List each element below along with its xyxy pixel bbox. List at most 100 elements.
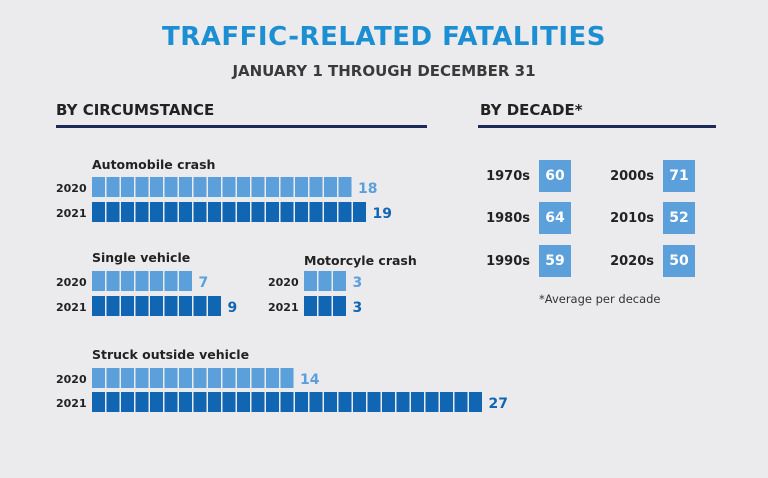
year-label: 2020 xyxy=(56,182,87,195)
unit-segment xyxy=(193,177,207,197)
year-label: 2021 xyxy=(56,397,87,410)
circumstance-heading: BY CIRCUMSTANCE xyxy=(56,101,215,119)
category-label: Motorcyle crash xyxy=(304,253,417,268)
unit-segment xyxy=(237,177,250,197)
unit-segment xyxy=(179,368,192,388)
unit-segment xyxy=(92,296,105,316)
unit-segment xyxy=(121,202,134,222)
unit-segment xyxy=(92,177,105,197)
year-label: 2021 xyxy=(56,301,87,314)
value-label: 3 xyxy=(353,300,363,316)
unit-segment xyxy=(382,392,395,412)
unit-segment xyxy=(208,368,221,388)
unit-segment xyxy=(121,271,134,291)
circumstance-rule xyxy=(56,125,427,128)
year-label: 2021 xyxy=(56,207,87,220)
year-label: 2021 xyxy=(268,301,299,314)
value-label: 3 xyxy=(353,275,363,291)
unit-segment xyxy=(222,202,236,222)
unit-segment xyxy=(309,392,323,412)
value-label: 14 xyxy=(300,372,320,388)
unit-segment xyxy=(179,271,192,291)
decade-value: 71 xyxy=(663,160,695,192)
unit-segment xyxy=(150,202,163,222)
unit-segment xyxy=(280,177,294,197)
unit-segment xyxy=(121,177,134,197)
unit-segment xyxy=(92,271,105,291)
unit-segment xyxy=(353,392,366,412)
unit-segment xyxy=(135,392,149,412)
unit-segment xyxy=(106,202,120,222)
unit-segment xyxy=(164,296,178,316)
unit-segment xyxy=(193,296,207,316)
unit-segment xyxy=(251,202,265,222)
page-subtitle: JANUARY 1 THROUGH DECEMBER 31 xyxy=(232,62,536,80)
unit-segment xyxy=(469,392,482,412)
unit-segment xyxy=(92,368,105,388)
unit-segment xyxy=(425,392,439,412)
unit-segment xyxy=(222,368,236,388)
decade-footnote: *Average per decade xyxy=(539,292,661,306)
decade-label: 2000s xyxy=(610,168,654,184)
unit-segment xyxy=(150,392,163,412)
unit-segment xyxy=(150,271,163,291)
unit-segment xyxy=(251,177,265,197)
unit-segment xyxy=(135,202,149,222)
unit-segment xyxy=(338,392,352,412)
unit-segment xyxy=(237,368,250,388)
page-title: TRAFFIC-RELATED FATALITIES xyxy=(162,22,606,52)
unit-segment xyxy=(135,271,149,291)
decade-value: 60 xyxy=(539,160,571,192)
category-label: Struck outside vehicle xyxy=(92,347,249,362)
unit-segment xyxy=(280,368,294,388)
unit-segment xyxy=(92,392,105,412)
unit-segment xyxy=(295,392,308,412)
unit-segment xyxy=(251,368,265,388)
unit-segment xyxy=(164,202,178,222)
unit-segment xyxy=(164,177,178,197)
unit-segment xyxy=(266,392,279,412)
unit-segment xyxy=(324,177,337,197)
unit-segment xyxy=(266,202,279,222)
unit-segment xyxy=(106,271,120,291)
unit-segment xyxy=(304,271,317,291)
unit-segment xyxy=(411,392,424,412)
unit-segment xyxy=(309,177,323,197)
unit-segment xyxy=(193,202,207,222)
unit-segment xyxy=(333,296,346,316)
value-label: 18 xyxy=(358,181,377,197)
unit-segment xyxy=(222,177,236,197)
unit-segment xyxy=(396,392,410,412)
unit-segment xyxy=(324,202,337,222)
unit-segment xyxy=(208,296,221,316)
decade-label: 2020s xyxy=(610,253,654,269)
unit-segment xyxy=(121,392,134,412)
decade-label: 2010s xyxy=(610,210,654,226)
unit-segment xyxy=(309,202,323,222)
unit-segment xyxy=(440,392,453,412)
unit-segment xyxy=(280,392,294,412)
unit-segment xyxy=(318,296,332,316)
decade-label: 1980s xyxy=(486,210,530,226)
unit-segment xyxy=(208,392,221,412)
decade-value: 59 xyxy=(539,245,571,277)
unit-segment xyxy=(106,392,120,412)
unit-segment xyxy=(150,368,163,388)
value-label: 9 xyxy=(228,300,238,316)
unit-segment xyxy=(237,202,250,222)
unit-segment xyxy=(106,177,120,197)
decade-value: 64 xyxy=(539,202,571,234)
unit-segment xyxy=(454,392,468,412)
year-label: 2020 xyxy=(56,373,87,386)
unit-segment xyxy=(106,296,120,316)
decade-row-2000s: 2000s 71 xyxy=(604,160,695,192)
unit-segment xyxy=(150,296,163,316)
unit-segment xyxy=(318,271,332,291)
unit-segment xyxy=(179,202,192,222)
decade-row-2010s: 2010s 52 xyxy=(604,202,695,234)
unit-segment xyxy=(208,202,221,222)
decade-rule xyxy=(478,125,716,128)
unit-segment xyxy=(135,368,149,388)
unit-segment xyxy=(367,392,381,412)
